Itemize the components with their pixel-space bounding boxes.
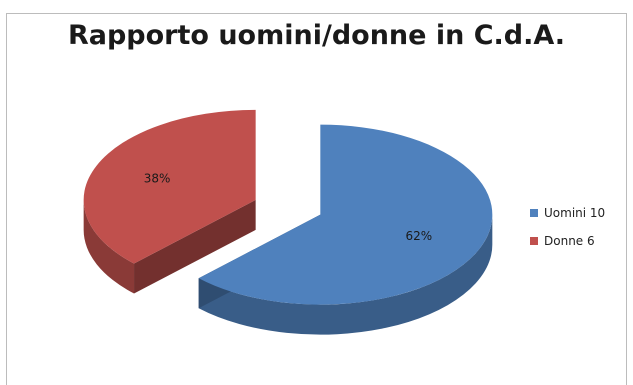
slice-edge-donne-0 xyxy=(134,199,256,294)
legend-item-uomini: Uomini 10 xyxy=(530,202,605,224)
data-label-uomini: 62% xyxy=(406,229,433,243)
slice-side-uomini xyxy=(198,214,493,335)
slice-side-donne xyxy=(83,199,135,294)
legend-swatch-uomini xyxy=(530,209,538,217)
slice-donne xyxy=(83,109,256,264)
legend: Uomini 10 Donne 6 xyxy=(530,202,605,258)
legend-label-uomini: Uomini 10 xyxy=(544,206,606,220)
legend-swatch-donne xyxy=(530,237,538,245)
slice-uomini xyxy=(198,124,493,305)
data-label-donne: 38% xyxy=(144,172,171,186)
legend-label-donne: Donne 6 xyxy=(544,234,595,248)
legend-item-donne: Donne 6 xyxy=(530,230,605,252)
chart-title: Rapporto uomini/donne in C.d.A. xyxy=(67,20,566,51)
